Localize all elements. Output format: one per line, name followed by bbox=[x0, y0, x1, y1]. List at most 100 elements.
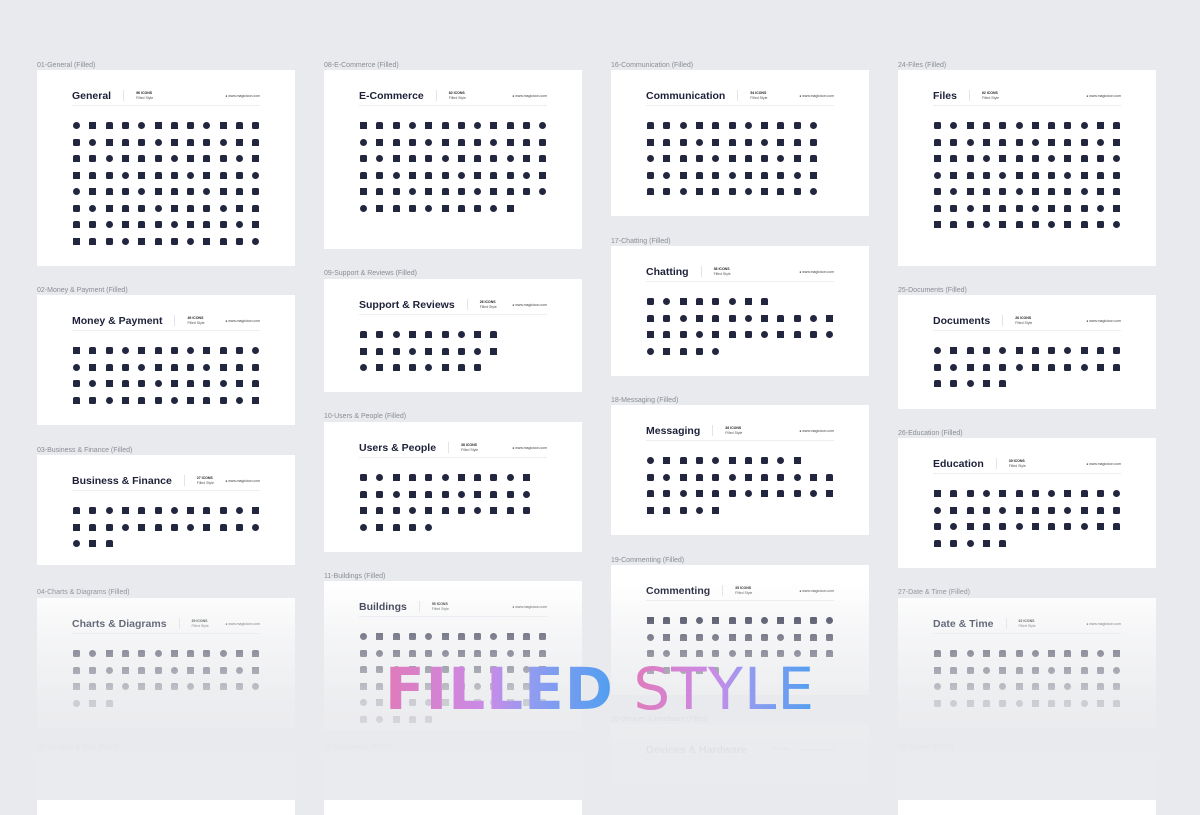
glyph-icon[interactable] bbox=[1080, 204, 1088, 212]
glyph-icon[interactable] bbox=[441, 347, 449, 355]
glyph-icon[interactable] bbox=[73, 155, 80, 162]
glyph-icon[interactable] bbox=[236, 363, 243, 371]
glyph-icon[interactable] bbox=[170, 347, 178, 354]
glyph-icon[interactable] bbox=[138, 155, 146, 162]
glyph-icon[interactable] bbox=[219, 171, 227, 179]
icon-set-card[interactable]: Money & Payment 49 ICONS Filled Style ● w… bbox=[37, 295, 295, 425]
glyph-icon[interactable] bbox=[252, 155, 260, 162]
glyph-icon[interactable] bbox=[121, 171, 129, 179]
glyph-icon[interactable] bbox=[89, 347, 97, 354]
glyph-icon[interactable] bbox=[219, 347, 227, 354]
glyph-icon[interactable] bbox=[982, 490, 990, 497]
glyph-icon[interactable] bbox=[966, 506, 974, 514]
glyph-icon[interactable] bbox=[203, 221, 211, 228]
glyph-icon[interactable] bbox=[950, 506, 958, 514]
glyph-icon[interactable] bbox=[138, 171, 146, 179]
glyph-icon[interactable] bbox=[392, 364, 400, 371]
glyph-icon[interactable] bbox=[154, 221, 162, 228]
glyph-icon[interactable] bbox=[982, 138, 990, 146]
website-link[interactable]: ● www.magicicon.com bbox=[799, 93, 834, 98]
glyph-icon[interactable] bbox=[425, 364, 433, 371]
glyph-icon[interactable] bbox=[392, 138, 400, 146]
glyph-icon[interactable] bbox=[966, 122, 974, 129]
glyph-icon[interactable] bbox=[376, 204, 384, 212]
glyph-icon[interactable] bbox=[679, 331, 687, 338]
glyph-icon[interactable] bbox=[663, 138, 671, 146]
glyph-icon[interactable] bbox=[679, 188, 687, 195]
glyph-icon[interactable] bbox=[712, 457, 720, 464]
glyph-icon[interactable] bbox=[170, 138, 178, 146]
glyph-icon[interactable] bbox=[441, 474, 449, 481]
glyph-icon[interactable] bbox=[506, 155, 514, 162]
glyph-icon[interactable] bbox=[826, 473, 834, 481]
glyph-icon[interactable] bbox=[89, 396, 97, 404]
glyph-icon[interactable] bbox=[89, 523, 97, 531]
glyph-icon[interactable] bbox=[138, 221, 146, 228]
glyph-icon[interactable] bbox=[360, 347, 367, 355]
website-link[interactable]: ● www.magicicon.com bbox=[1086, 461, 1121, 466]
glyph-icon[interactable] bbox=[73, 138, 80, 146]
glyph-icon[interactable] bbox=[252, 171, 260, 179]
glyph-icon[interactable] bbox=[105, 155, 113, 162]
glyph-icon[interactable] bbox=[187, 188, 195, 195]
glyph-icon[interactable] bbox=[457, 331, 465, 338]
glyph-icon[interactable] bbox=[360, 490, 367, 498]
glyph-icon[interactable] bbox=[728, 314, 736, 322]
glyph-icon[interactable] bbox=[490, 507, 498, 514]
glyph-icon[interactable] bbox=[89, 171, 97, 179]
website-link[interactable]: ● www.magicicon.com bbox=[1086, 318, 1121, 323]
glyph-icon[interactable] bbox=[441, 188, 449, 195]
glyph-icon[interactable] bbox=[777, 188, 785, 195]
glyph-icon[interactable] bbox=[506, 204, 514, 212]
glyph-icon[interactable] bbox=[252, 507, 260, 514]
glyph-icon[interactable] bbox=[712, 490, 720, 497]
glyph-icon[interactable] bbox=[712, 155, 720, 162]
glyph-icon[interactable] bbox=[252, 380, 260, 387]
glyph-icon[interactable] bbox=[1031, 490, 1039, 497]
glyph-icon[interactable] bbox=[1064, 490, 1072, 497]
glyph-icon[interactable] bbox=[252, 347, 260, 354]
glyph-icon[interactable] bbox=[170, 171, 178, 179]
glyph-icon[interactable] bbox=[1080, 523, 1088, 530]
glyph-icon[interactable] bbox=[744, 298, 752, 305]
icon-set-card[interactable]: Support & Reviews 26 ICONS Filled Style ●… bbox=[324, 279, 582, 392]
glyph-icon[interactable] bbox=[966, 171, 974, 179]
glyph-icon[interactable] bbox=[539, 188, 547, 195]
glyph-icon[interactable] bbox=[810, 138, 817, 146]
glyph-icon[interactable] bbox=[539, 122, 547, 129]
glyph-icon[interactable] bbox=[105, 540, 113, 547]
glyph-icon[interactable] bbox=[793, 188, 801, 195]
glyph-icon[interactable] bbox=[392, 474, 400, 481]
glyph-icon[interactable] bbox=[950, 171, 958, 179]
glyph-icon[interactable] bbox=[793, 314, 801, 322]
glyph-icon[interactable] bbox=[408, 347, 416, 355]
glyph-icon[interactable] bbox=[474, 204, 482, 212]
glyph-icon[interactable] bbox=[425, 331, 433, 338]
glyph-icon[interactable] bbox=[712, 473, 720, 481]
glyph-icon[interactable] bbox=[154, 507, 162, 514]
glyph-icon[interactable] bbox=[1113, 155, 1121, 162]
glyph-icon[interactable] bbox=[950, 380, 958, 387]
glyph-icon[interactable] bbox=[154, 122, 162, 129]
glyph-icon[interactable] bbox=[712, 122, 720, 129]
icon-set-card[interactable]: Communication 54 ICONS Filled Style ● www… bbox=[611, 70, 869, 216]
glyph-icon[interactable] bbox=[441, 364, 449, 371]
glyph-icon[interactable] bbox=[219, 380, 227, 387]
glyph-icon[interactable] bbox=[89, 507, 97, 514]
glyph-icon[interactable] bbox=[647, 473, 654, 481]
glyph-icon[interactable] bbox=[219, 188, 227, 195]
glyph-icon[interactable] bbox=[121, 122, 129, 129]
glyph-icon[interactable] bbox=[490, 138, 498, 146]
glyph-icon[interactable] bbox=[203, 523, 211, 531]
glyph-icon[interactable] bbox=[744, 122, 752, 129]
glyph-icon[interactable] bbox=[647, 490, 654, 497]
glyph-icon[interactable] bbox=[950, 204, 958, 212]
glyph-icon[interactable] bbox=[679, 347, 687, 355]
glyph-icon[interactable] bbox=[647, 506, 654, 514]
glyph-icon[interactable] bbox=[679, 171, 687, 179]
glyph-icon[interactable] bbox=[1015, 506, 1023, 514]
glyph-icon[interactable] bbox=[73, 221, 80, 228]
glyph-icon[interactable] bbox=[138, 204, 146, 212]
glyph-icon[interactable] bbox=[934, 490, 941, 497]
glyph-icon[interactable] bbox=[934, 138, 941, 146]
